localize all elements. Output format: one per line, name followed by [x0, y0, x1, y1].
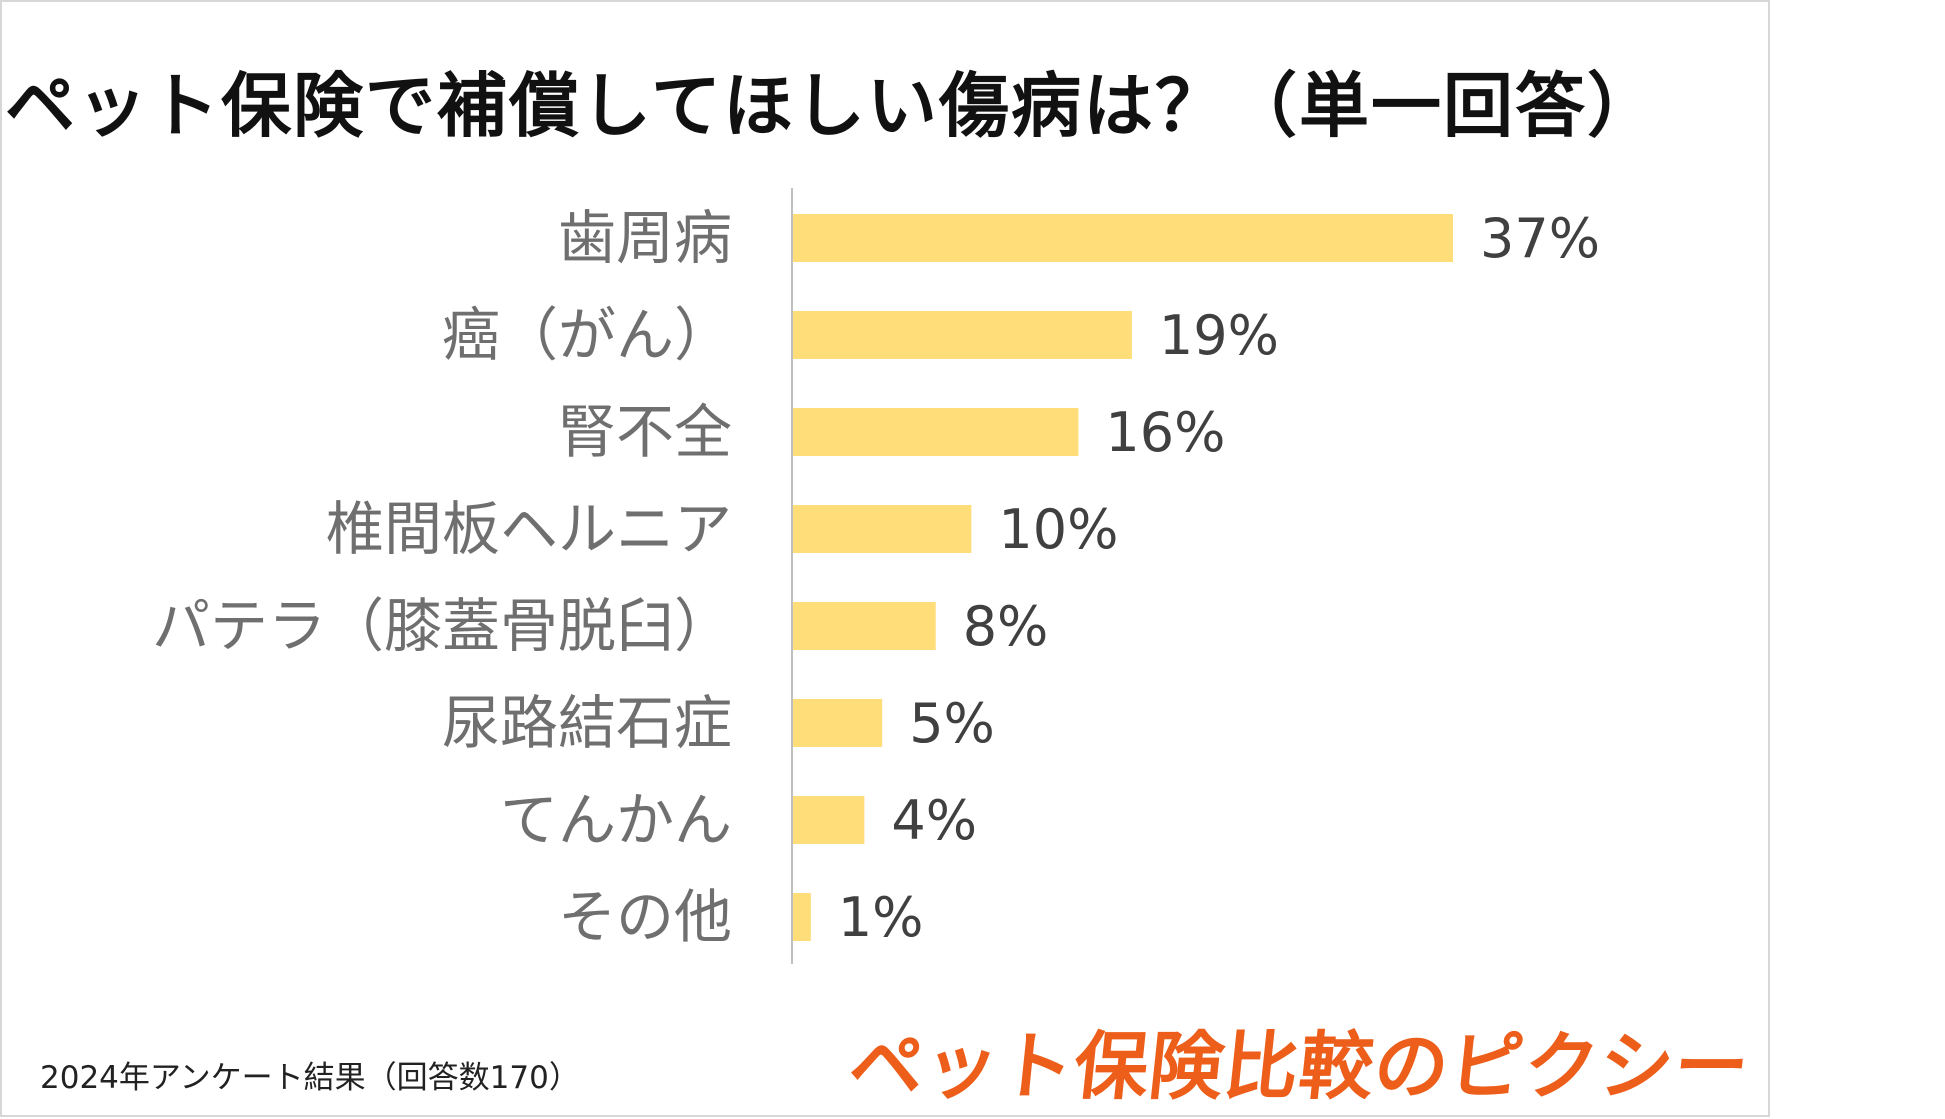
- category-label: 腎不全: [558, 398, 732, 466]
- category-label: 尿路結石症: [442, 689, 732, 757]
- category-label: その他: [558, 883, 732, 951]
- bar: [793, 408, 1079, 456]
- bar: [793, 893, 811, 941]
- bar: [793, 214, 1453, 262]
- value-label: 8%: [963, 595, 1049, 658]
- value-label: 19%: [1159, 304, 1279, 367]
- value-label: 16%: [1105, 401, 1225, 464]
- bar: [793, 699, 883, 747]
- category-label: 歯周病: [558, 204, 732, 272]
- value-label: 5%: [909, 692, 995, 755]
- value-label: 1%: [838, 886, 924, 949]
- bar: [793, 796, 865, 844]
- category-label: てんかん: [500, 786, 732, 854]
- value-label: 37%: [1480, 207, 1600, 270]
- survey-footnote: 2024年アンケート結果（回答数170）: [40, 1060, 580, 1096]
- bar: [793, 505, 972, 553]
- bar: [793, 602, 936, 650]
- value-label: 4%: [891, 789, 977, 852]
- brand-logo-text: ペット保険比較のピクシー: [844, 1024, 1754, 1110]
- chart-frame: ペット保険で補償してほしい傷病は？（単一回答） 歯周病癌（がん） 腎不全椎間板ヘル…: [0, 0, 1770, 1117]
- chart-title: ペット保険で補償してほしい傷病は？（単一回答）: [5, 65, 1659, 147]
- category-label: パテラ（膝蓋骨脱臼）: [152, 592, 732, 660]
- category-label: 癌（がん）: [442, 301, 732, 369]
- category-label: 椎間板ヘルニア: [326, 495, 732, 563]
- bar: [793, 311, 1132, 359]
- value-label: 10%: [998, 498, 1118, 561]
